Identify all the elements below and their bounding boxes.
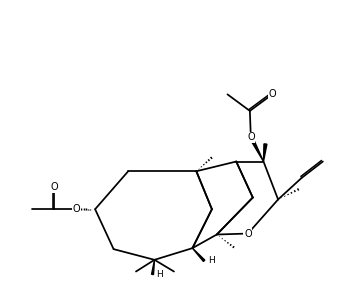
- Polygon shape: [152, 260, 154, 274]
- Text: O: O: [51, 182, 58, 192]
- Text: O: O: [268, 89, 276, 99]
- Text: H: H: [208, 256, 215, 265]
- Text: H: H: [157, 270, 163, 279]
- Text: O: O: [73, 204, 80, 214]
- Polygon shape: [264, 144, 267, 162]
- Text: O: O: [244, 229, 252, 238]
- Polygon shape: [249, 137, 264, 162]
- Text: O: O: [247, 132, 255, 142]
- Polygon shape: [192, 248, 205, 262]
